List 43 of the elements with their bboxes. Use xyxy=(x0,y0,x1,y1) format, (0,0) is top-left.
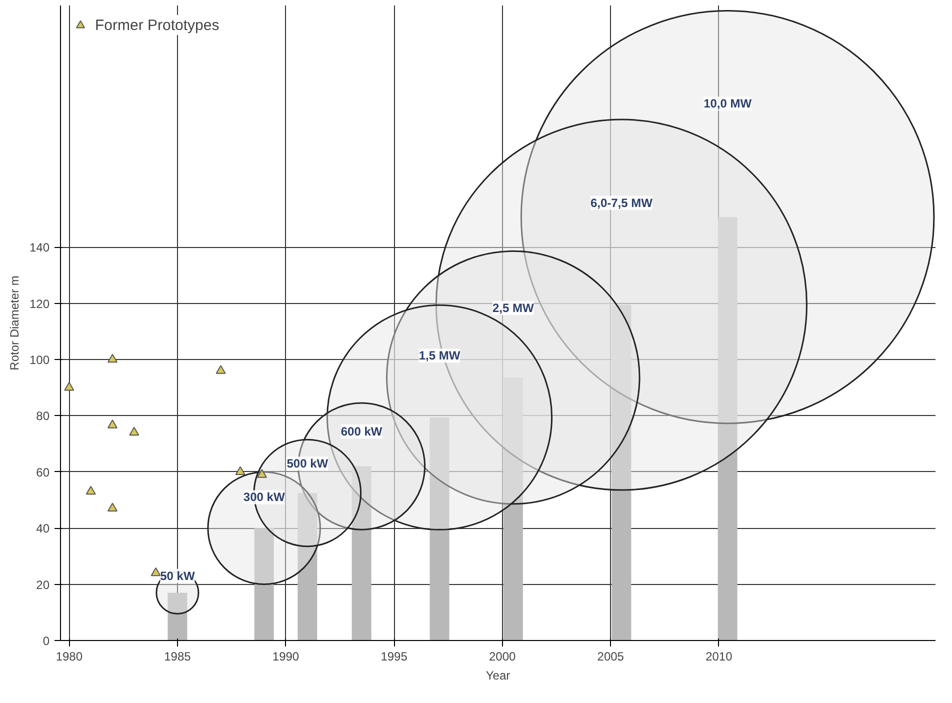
point xyxy=(150,567,161,576)
point xyxy=(216,365,226,374)
x-tick-label: 1980 xyxy=(56,650,83,664)
y-tick-label: 120 xyxy=(29,296,50,311)
annotation: 500 kW xyxy=(286,456,329,471)
point xyxy=(64,382,74,391)
bar xyxy=(612,304,632,640)
point xyxy=(235,466,246,476)
annotation: 300 kW xyxy=(243,490,286,504)
x-tick-label: 2010 xyxy=(706,650,733,664)
bar xyxy=(298,492,318,640)
bar xyxy=(430,417,450,640)
y-tick-label: 40 xyxy=(36,522,50,536)
annotation: 2,5 MW xyxy=(492,301,535,315)
bar xyxy=(254,528,274,640)
annotation: 10,0 MW xyxy=(704,96,752,111)
x-tick-label: 1995 xyxy=(380,650,408,664)
annotation: 50 kW xyxy=(160,568,196,583)
y-axis-title: Rotor Diameter m xyxy=(7,276,22,370)
bar xyxy=(718,217,738,640)
y-tick-label: 100 xyxy=(29,353,50,368)
y-tick-label: 60 xyxy=(36,465,50,480)
x-tick-label: 1990 xyxy=(272,650,300,664)
legend-label: Former Prototypes xyxy=(95,16,220,34)
annotation: 6,0-7,5 MW xyxy=(590,196,654,210)
x-tick-label: 2000 xyxy=(488,650,516,664)
y-tick-label: 20 xyxy=(36,578,50,592)
point xyxy=(86,486,96,495)
bar xyxy=(352,466,372,640)
x-axis-title: Year xyxy=(486,668,510,682)
annotation: 1,5 MW xyxy=(418,348,461,363)
y-tick-label: 0 xyxy=(42,634,50,648)
x-tick-label: 1985 xyxy=(164,650,192,664)
point xyxy=(107,420,118,428)
point xyxy=(107,354,118,363)
bar xyxy=(503,378,523,640)
y-tick-label: 140 xyxy=(29,240,50,255)
y-tick-label: 80 xyxy=(36,409,50,424)
annotation: 600 kW xyxy=(340,424,383,438)
point xyxy=(129,426,140,436)
x-tick-label: 2005 xyxy=(597,650,624,664)
point xyxy=(107,502,118,512)
point xyxy=(256,469,267,478)
